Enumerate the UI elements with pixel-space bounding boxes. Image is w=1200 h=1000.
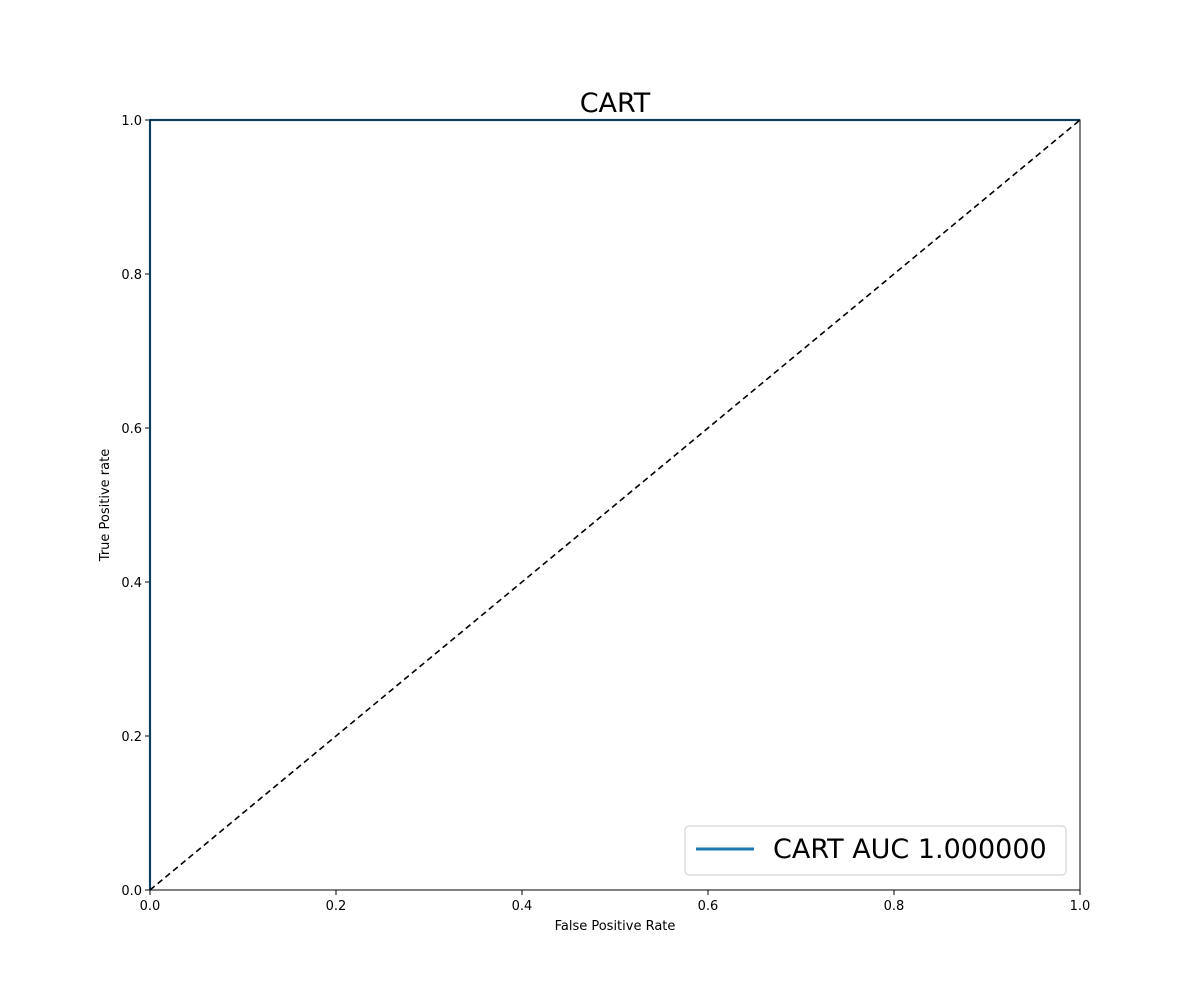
x-tick-label: 0.6: [698, 899, 719, 914]
diagonal-reference-line: [149, 119, 1081, 891]
y-tick-label: 1.0: [121, 114, 142, 129]
y-tick-label: 0.6: [121, 422, 142, 437]
plot-frame: [149, 119, 1081, 891]
y-tick-label: 0.2: [121, 730, 142, 745]
y-axis-label: True Positive rate: [98, 449, 113, 562]
y-tick-label: 0.0: [121, 884, 142, 899]
y-axis-ticks: 0.0 0.2 0.4 0.6 0.8 1.0: [121, 114, 150, 899]
x-axis-label: False Positive Rate: [555, 919, 676, 934]
x-tick-label: 0.0: [140, 899, 161, 914]
series-layer: [148, 118, 1081, 891]
y-tick-label: 0.8: [121, 268, 142, 283]
legend: CART AUC 1.000000: [684, 825, 1067, 876]
y-tick-label: 0.4: [121, 576, 142, 591]
chart-title: CART: [580, 88, 651, 119]
x-tick-label: 0.8: [884, 899, 905, 914]
legend-label-cart: CART AUC 1.000000: [773, 834, 1047, 865]
x-axis-ticks: 0.0 0.2 0.4 0.6 0.8 1.0: [140, 890, 1091, 914]
x-tick-label: 1.0: [1070, 899, 1091, 914]
x-tick-label: 0.4: [512, 899, 533, 914]
legend-box: [684, 825, 1067, 876]
x-tick-label: 0.2: [326, 899, 347, 914]
